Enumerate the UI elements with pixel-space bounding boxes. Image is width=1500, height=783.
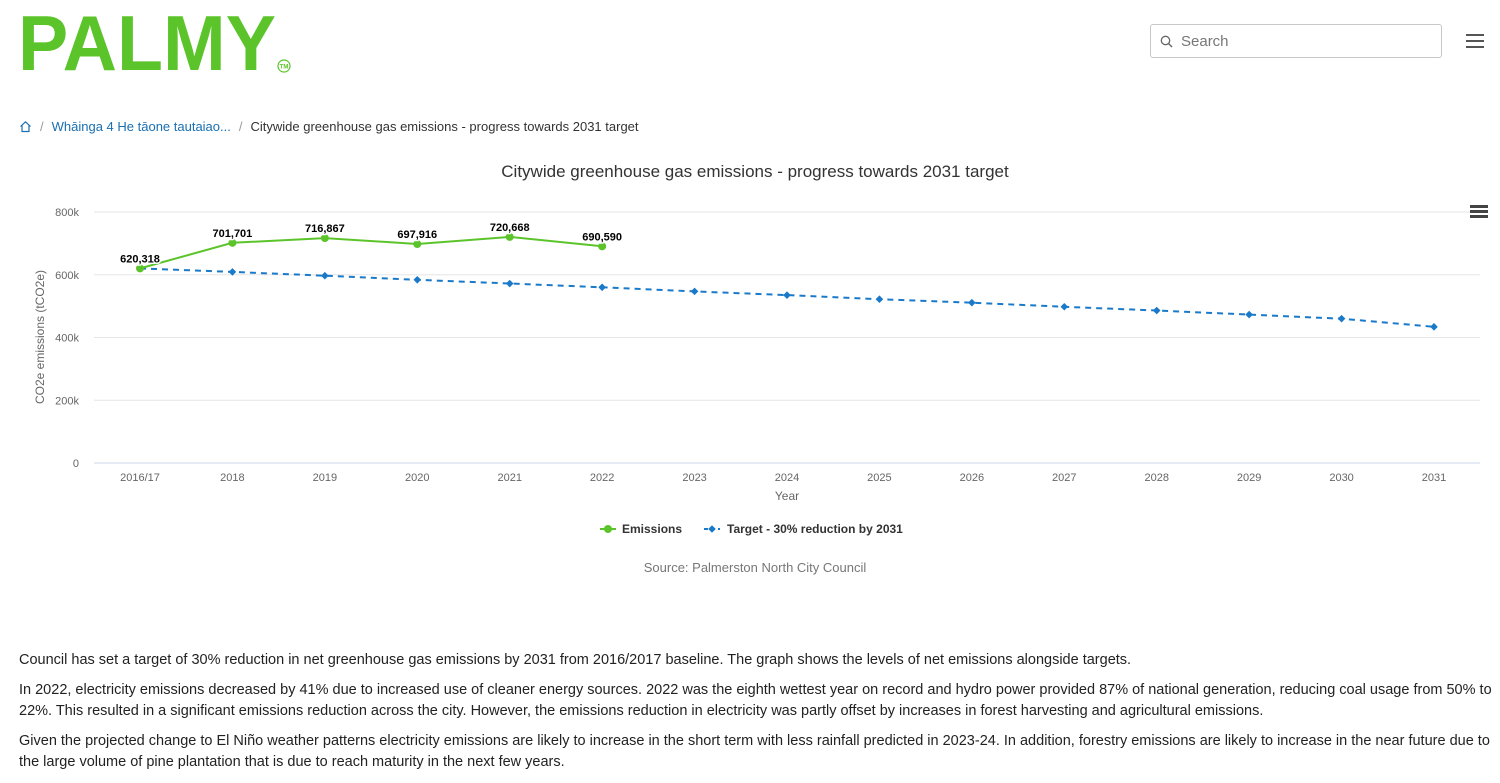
target-point — [968, 298, 976, 307]
target-point — [875, 295, 884, 304]
paragraph: Given the projected change to El Niño we… — [19, 733, 1490, 770]
x-tick-label: 2024 — [775, 472, 799, 484]
x-tick-label: 2020 — [405, 472, 429, 484]
breadcrumb-separator-icon: / — [40, 119, 44, 134]
chart-title: Citywide greenhouse gas emissions - prog… — [501, 162, 1009, 181]
emissions-point — [228, 238, 237, 247]
search-input[interactable] — [1179, 31, 1423, 51]
x-tick-label: 2018 — [220, 472, 244, 484]
logo-text: PALMY — [18, 8, 276, 76]
target-point — [1152, 306, 1161, 315]
target-point — [321, 271, 329, 280]
target-series-line — [139, 267, 1435, 328]
x-tick-label: 2031 — [1422, 472, 1446, 484]
target-point — [1430, 323, 1438, 331]
breadcrumb-parent-link[interactable]: Whāinga 4 He tāone tautaiao... — [51, 119, 231, 134]
emissions-point — [320, 234, 329, 243]
search-icon — [1160, 35, 1173, 47]
breadcrumb: / Whāinga 4 He tāone tautaiao... / Cityw… — [19, 119, 639, 134]
target-point — [505, 279, 514, 288]
target-point — [1060, 302, 1069, 311]
emissions-data-label: 720,668 — [490, 222, 530, 234]
breadcrumb-current: Citywide greenhouse gas emissions - prog… — [250, 119, 639, 134]
target-point — [690, 287, 699, 296]
target-point — [1245, 310, 1253, 319]
y-axis-title: CO2e emissions (tCO2e) — [33, 270, 47, 404]
legend-target-label: Target - 30% reduction by 2031 — [727, 522, 903, 536]
target-point — [228, 268, 237, 276]
main-menu-icon[interactable] — [1466, 34, 1484, 48]
emissions-point — [598, 242, 607, 251]
legend-target-marker — [708, 525, 716, 533]
description: Council has set a target of 30% reductio… — [19, 650, 1494, 782]
x-tick-label: 2022 — [590, 472, 614, 484]
emissions-point — [413, 240, 422, 249]
trademark-mark: TM — [280, 65, 289, 71]
x-axis-title: Year — [775, 489, 799, 503]
chart-source: Source: Palmerston North City Council — [644, 560, 867, 575]
paragraph: Council has set a target of 30% reductio… — [19, 652, 1132, 668]
paragraph: In 2022, electricity emissions decreased… — [19, 682, 1492, 719]
legend-emissions-label: Emissions — [622, 522, 682, 536]
y-tick-label: 800k — [55, 207, 79, 219]
y-tick-label: 400k — [55, 333, 79, 345]
emissions-data-label: 620,318 — [120, 253, 160, 265]
x-tick-label: 2028 — [1144, 472, 1168, 484]
x-tick-label: 2030 — [1329, 472, 1353, 484]
target-point — [413, 275, 422, 284]
emissions-data-label: 701,701 — [213, 228, 253, 240]
search-box[interactable] — [1150, 24, 1442, 58]
target-point — [598, 283, 606, 292]
emissions-point — [505, 232, 514, 241]
legend-emissions-marker — [604, 525, 612, 533]
y-tick-label: 200k — [55, 395, 79, 407]
target-point — [783, 291, 791, 299]
x-tick-label: 2023 — [682, 472, 706, 484]
y-tick-label: 600k — [55, 270, 79, 282]
x-tick-label: 2025 — [867, 472, 891, 484]
x-tick-label: 2021 — [497, 472, 521, 484]
y-tick-label: 0 — [73, 458, 79, 470]
emissions-chart: Citywide greenhouse gas emissions - prog… — [33, 162, 1480, 575]
emissions-data-label: 716,867 — [305, 223, 345, 235]
chart-context-menu-icon[interactable] — [1470, 205, 1488, 219]
x-tick-label: 2019 — [313, 472, 337, 484]
emissions-data-label: 697,916 — [397, 229, 437, 241]
palmy-logo[interactable]: PALMY TM — [18, 0, 298, 87]
x-tick-label: 2029 — [1237, 472, 1261, 484]
home-icon[interactable] — [19, 120, 32, 133]
emissions-data-label: 690,590 — [582, 231, 622, 243]
x-tick-label: 2016/17 — [120, 472, 160, 484]
x-tick-label: 2027 — [1052, 472, 1076, 484]
breadcrumb-separator-icon: / — [238, 119, 243, 134]
emissions-series-line — [139, 235, 603, 270]
x-tick-label: 2026 — [960, 472, 984, 484]
emissions-point — [136, 264, 144, 273]
target-point — [1337, 314, 1346, 323]
